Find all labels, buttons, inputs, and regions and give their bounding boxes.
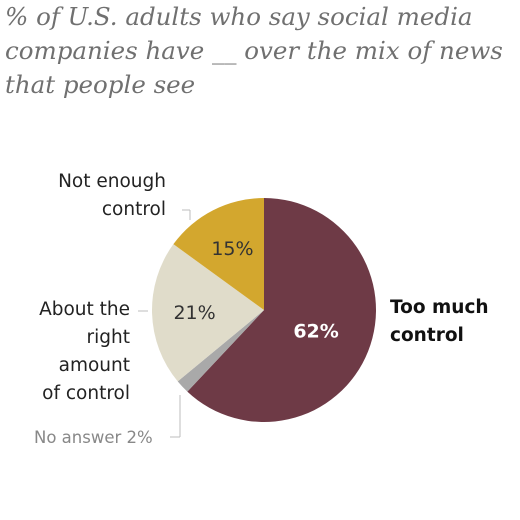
pie-slices [152,198,376,422]
pie-slice-too-much-control [187,198,376,422]
pie-slice-not-enough-control [173,198,264,310]
legend-about-right-amount: About the right amount of control [39,299,130,404]
value-label-too-much-control: 62% [293,321,338,343]
value-label-about-right-amount: 21% [173,302,215,324]
chart-subtitle: % of U.S. adults who say social media co… [5,2,503,99]
legend-no-answer: No answer 2% [34,428,153,447]
legend-too-much-control: Too much control [390,297,489,346]
pie-slice-no-answer [177,310,264,392]
legend-not-enough-control: Not enough control [58,171,166,220]
value-label-not-enough-control: 15% [211,238,253,260]
leader-lines [138,209,191,438]
pie-slice-about-right-amount [152,244,264,382]
value-labels: 62% 21% 15% [173,238,338,342]
